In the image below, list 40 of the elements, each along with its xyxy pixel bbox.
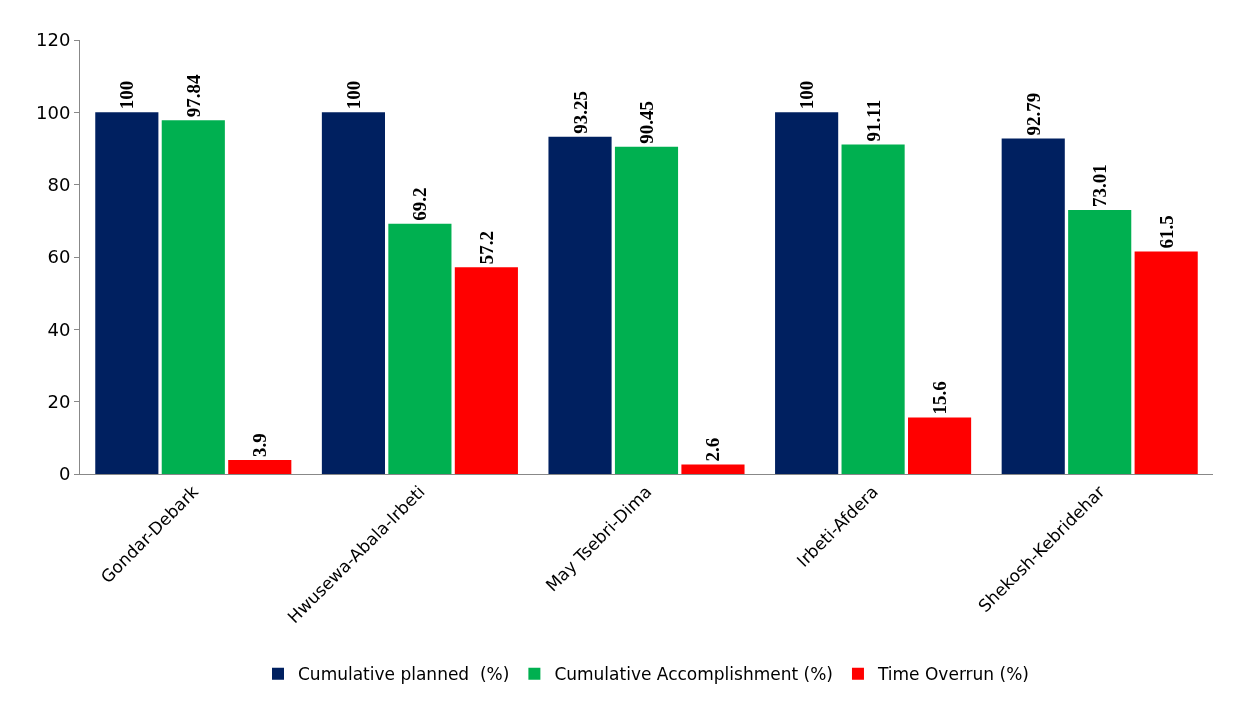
y-tick-label: 0 bbox=[58, 463, 71, 485]
y-tick-label: 80 bbox=[47, 173, 71, 195]
legend-label: Cumulative Accomplishment (%) bbox=[554, 664, 833, 685]
y-tick-label: 60 bbox=[47, 246, 71, 268]
y-tick-label: 40 bbox=[47, 318, 71, 340]
bar bbox=[1134, 251, 1198, 474]
bar bbox=[454, 267, 518, 474]
data-label: 100 bbox=[796, 80, 818, 110]
bar bbox=[388, 223, 452, 474]
data-label: 15.6 bbox=[929, 381, 951, 415]
bar bbox=[1001, 138, 1065, 474]
legend-label: Time Overrun (%) bbox=[876, 664, 1029, 685]
data-label: 61.5 bbox=[1155, 215, 1177, 249]
data-label: 73.01 bbox=[1089, 164, 1111, 207]
bar bbox=[95, 112, 159, 474]
data-label: 2.6 bbox=[702, 437, 724, 462]
data-label: 69.2 bbox=[409, 187, 431, 221]
data-label: 93.25 bbox=[569, 91, 591, 134]
bar bbox=[228, 459, 292, 474]
bar bbox=[1068, 209, 1132, 474]
data-label: 100 bbox=[116, 80, 138, 110]
bar bbox=[614, 146, 679, 474]
bar bbox=[161, 120, 225, 474]
bar bbox=[908, 417, 972, 474]
data-label: 100 bbox=[342, 80, 364, 110]
bar bbox=[841, 144, 905, 474]
data-label: 3.9 bbox=[249, 433, 271, 457]
bar bbox=[321, 112, 385, 474]
y-tick-label: 20 bbox=[47, 390, 71, 412]
data-label: 90.45 bbox=[636, 101, 657, 144]
legend-label: Cumulative planned (%) bbox=[298, 664, 510, 685]
data-label: 92.79 bbox=[1022, 92, 1044, 136]
y-tick-label: 100 bbox=[36, 101, 71, 123]
y-tick-label: 120 bbox=[36, 29, 71, 51]
data-label: 57.2 bbox=[475, 230, 497, 265]
data-label: 97.84 bbox=[182, 73, 204, 118]
bar bbox=[548, 136, 612, 474]
bar bbox=[681, 464, 745, 474]
data-label: 91.11 bbox=[862, 99, 884, 142]
bar bbox=[775, 112, 839, 474]
